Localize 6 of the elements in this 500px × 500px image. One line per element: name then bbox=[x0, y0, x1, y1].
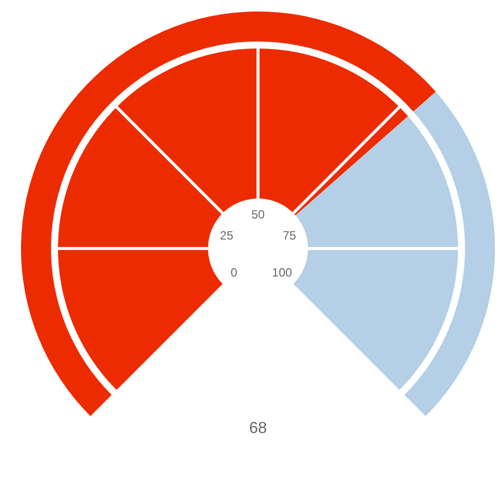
text: 25 bbox=[220, 228, 234, 242]
text: 68 bbox=[249, 420, 267, 437]
text: 50 bbox=[251, 208, 265, 222]
text: 0 bbox=[230, 266, 238, 280]
text: 100 bbox=[272, 266, 292, 280]
text: 75 bbox=[282, 228, 296, 242]
